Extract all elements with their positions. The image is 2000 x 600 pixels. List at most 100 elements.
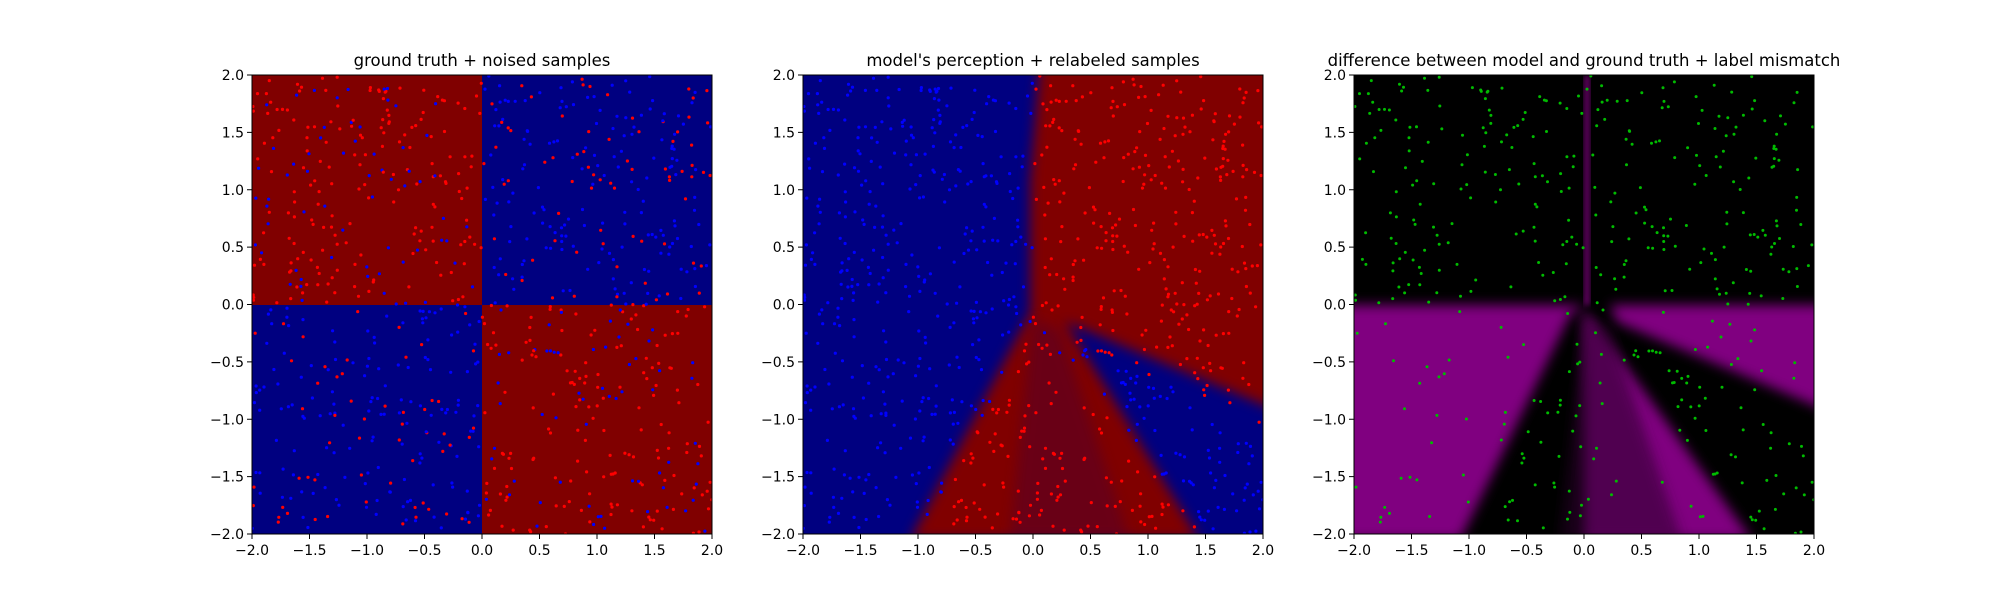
x-tick-label: −1.5 xyxy=(1395,543,1429,559)
relabeled-point xyxy=(1226,158,1230,162)
relabeled-point xyxy=(868,190,872,194)
relabeled-point xyxy=(1164,287,1168,291)
relabeled-point xyxy=(1013,262,1017,266)
relabeled-point xyxy=(1147,372,1151,377)
y-tick-label: −1.0 xyxy=(761,412,795,428)
mismatch-point xyxy=(1437,268,1441,272)
relabeled-point xyxy=(1079,338,1083,342)
sample-point xyxy=(389,177,393,181)
sample-point xyxy=(637,130,641,134)
sample-point xyxy=(663,333,667,337)
sample-point xyxy=(379,412,383,416)
relabeled-point xyxy=(957,365,961,370)
relabeled-point xyxy=(831,495,836,499)
y-tick-label: 1.5 xyxy=(773,125,795,141)
sample-point xyxy=(617,335,621,339)
relabeled-point xyxy=(1092,221,1096,225)
sample-point xyxy=(473,342,477,346)
mismatch-point xyxy=(1662,99,1666,103)
sample-point xyxy=(685,450,689,455)
mismatch-point xyxy=(1450,222,1454,226)
sample-point xyxy=(353,285,357,289)
relabeled-point xyxy=(852,318,856,322)
sample-point xyxy=(683,197,688,201)
relabeled-point xyxy=(897,87,901,92)
relabeled-point xyxy=(1228,401,1232,405)
mismatch-point xyxy=(1469,289,1473,293)
relabeled-point xyxy=(1236,450,1240,455)
mismatch-point xyxy=(1377,301,1381,305)
mismatch-point xyxy=(1689,504,1693,508)
sample-point xyxy=(269,308,273,312)
sample-point xyxy=(397,325,401,329)
mismatch-point xyxy=(1599,273,1603,277)
relabeled-point xyxy=(1011,196,1015,201)
relabeled-point xyxy=(1245,168,1249,172)
sample-point xyxy=(507,200,511,204)
sample-point xyxy=(491,185,495,189)
mismatch-point xyxy=(1508,500,1512,504)
relabeled-point xyxy=(1034,197,1038,201)
mismatch-point xyxy=(1568,510,1572,514)
sample-point xyxy=(420,456,424,460)
relabeled-point xyxy=(833,351,837,355)
sample-point xyxy=(566,217,571,221)
sample-point xyxy=(473,242,477,246)
sample-point xyxy=(252,298,256,302)
relabeled-point xyxy=(1248,222,1252,227)
relabeled-point xyxy=(1022,349,1027,353)
relabeled-point xyxy=(1110,353,1114,357)
sample-point xyxy=(671,507,676,511)
relabeled-point xyxy=(1197,291,1201,295)
sample-point xyxy=(576,428,580,432)
sample-point xyxy=(441,216,445,220)
relabeled-point xyxy=(934,90,938,94)
sample-point xyxy=(506,179,510,183)
mismatch-point xyxy=(1354,485,1358,489)
relabeled-point xyxy=(1138,504,1142,508)
sample-point xyxy=(485,481,489,485)
sample-point xyxy=(494,145,498,149)
sample-point xyxy=(435,260,439,265)
relabeled-point xyxy=(1004,261,1008,265)
relabeled-point xyxy=(1238,115,1242,119)
mismatch-point xyxy=(1551,271,1555,274)
relabeled-point xyxy=(848,476,852,480)
relabeled-point xyxy=(1040,153,1044,157)
relabeled-point xyxy=(803,295,807,299)
relabeled-point xyxy=(1143,173,1147,177)
y-tick-label: −2.0 xyxy=(1312,527,1346,543)
sample-point xyxy=(490,102,494,106)
mismatch-point xyxy=(1799,223,1803,226)
relabeled-point xyxy=(932,118,936,122)
sample-point xyxy=(466,510,470,514)
relabeled-point xyxy=(1087,186,1091,190)
relabeled-point xyxy=(969,404,974,408)
relabeled-point xyxy=(813,141,818,145)
mismatch-point xyxy=(1412,218,1416,222)
relabeled-point xyxy=(1001,333,1005,337)
relabeled-point xyxy=(805,384,809,388)
relabeled-point xyxy=(1182,234,1186,238)
relabeled-point xyxy=(932,97,937,101)
mismatch-point xyxy=(1774,147,1778,151)
mismatch-point xyxy=(1514,232,1518,236)
sample-point xyxy=(544,525,548,529)
y-tick-label: 2.0 xyxy=(773,68,795,84)
x-tick-label: −1.0 xyxy=(1452,543,1486,559)
relabeled-point xyxy=(1024,342,1028,346)
sample-point xyxy=(433,205,437,209)
relabeled-point xyxy=(818,79,822,83)
relabeled-point xyxy=(1160,181,1164,185)
panel1-background xyxy=(252,75,712,534)
sample-point xyxy=(335,96,339,100)
relabeled-point xyxy=(850,85,855,89)
relabeled-point xyxy=(1053,182,1057,186)
sample-point xyxy=(310,218,314,222)
y-tick-label: −1.5 xyxy=(210,470,244,486)
relabeled-point xyxy=(1137,95,1141,99)
relabeled-point xyxy=(1242,361,1246,365)
relabeled-point xyxy=(1060,451,1064,455)
sample-point xyxy=(501,178,505,182)
mismatch-point xyxy=(1420,159,1424,163)
